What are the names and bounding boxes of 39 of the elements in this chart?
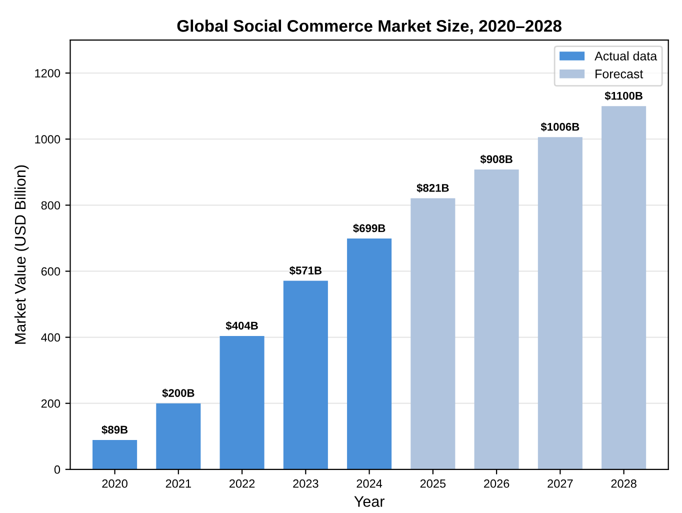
legend-label: Actual data xyxy=(594,51,658,60)
bar xyxy=(283,280,328,470)
x-tick-label: 2028 xyxy=(611,479,636,488)
x-tick-label: 2025 xyxy=(420,479,446,488)
x-tick-label: 2023 xyxy=(293,479,318,488)
y-tick-label: 0 xyxy=(54,465,60,474)
data-label: $908B xyxy=(480,154,512,164)
bar xyxy=(347,238,392,470)
y-tick-label: 600 xyxy=(41,267,60,276)
bar xyxy=(474,169,519,470)
chart-title: Global Social Commerce Market Size, 2020–2028 xyxy=(177,20,562,34)
y-axis-title: Market Value (USD Billion) xyxy=(14,165,29,344)
y-tick-label: 1200 xyxy=(35,69,60,78)
x-tick-label: 2021 xyxy=(166,479,191,488)
x-tick-label: 2022 xyxy=(230,479,255,488)
bar xyxy=(220,336,264,470)
y-tick-label: 200 xyxy=(41,399,60,408)
bar xyxy=(602,106,646,470)
legend-label: Forecast xyxy=(596,70,644,78)
data-label: $699B xyxy=(353,224,386,233)
bar xyxy=(92,440,138,470)
bar xyxy=(156,403,201,470)
bar xyxy=(410,198,456,470)
data-label: $200B xyxy=(162,388,194,398)
x-axis-title: Year xyxy=(354,496,384,507)
data-label: $89B xyxy=(102,425,128,434)
data-label: $571B xyxy=(289,266,322,276)
data-label: $1100B xyxy=(604,91,642,100)
data-label: $821B xyxy=(416,184,449,193)
y-tick-label: 400 xyxy=(41,333,60,342)
y-tick-label: 1000 xyxy=(35,135,60,144)
bar xyxy=(538,137,582,470)
data-label: $1006B xyxy=(540,122,580,132)
x-tick-label: 2020 xyxy=(102,479,128,488)
x-tick-label: 2024 xyxy=(356,479,382,488)
data-label: $404B xyxy=(226,321,258,330)
x-tick-label: 2027 xyxy=(548,479,573,488)
y-tick-label: 800 xyxy=(41,201,60,210)
x-tick-label: 2026 xyxy=(484,479,510,488)
